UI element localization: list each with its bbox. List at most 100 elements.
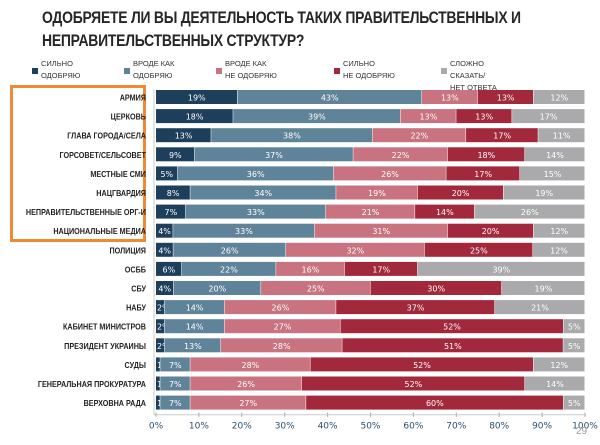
data-label: 19% bbox=[368, 189, 386, 198]
bar-segment bbox=[286, 242, 425, 257]
bar-segment bbox=[325, 204, 415, 219]
bar-segment bbox=[533, 357, 585, 372]
data-label: 37% bbox=[265, 151, 283, 160]
data-label: 14% bbox=[186, 323, 204, 332]
bar-segment bbox=[474, 204, 585, 219]
x-tick-label: 50% bbox=[360, 422, 380, 432]
data-label: 7% bbox=[169, 361, 182, 370]
category-label: ПРЕЗИДЕНТ УКРАИНЫ bbox=[64, 341, 146, 351]
bar-segment bbox=[160, 395, 190, 410]
data-label: 31% bbox=[372, 227, 390, 236]
bar-segment bbox=[447, 223, 534, 238]
bar-segment bbox=[156, 242, 173, 257]
data-label: 4% bbox=[158, 285, 171, 294]
bar-segment bbox=[185, 204, 326, 219]
data-label: 16% bbox=[302, 265, 320, 274]
bar-segment bbox=[524, 147, 585, 162]
legend-swatch bbox=[32, 68, 38, 74]
x-tick-label: 70% bbox=[446, 422, 466, 432]
bar-segment bbox=[336, 185, 418, 200]
x-tick-label: 80% bbox=[489, 422, 509, 432]
bar-segment bbox=[533, 223, 585, 238]
bar-segment bbox=[160, 376, 190, 391]
data-label: 11% bbox=[553, 132, 571, 141]
data-label: 2% bbox=[157, 323, 170, 332]
data-label: 52% bbox=[405, 380, 423, 389]
bar-segment bbox=[156, 147, 195, 162]
data-label: 20% bbox=[482, 227, 500, 236]
data-label: 39% bbox=[308, 113, 326, 122]
data-label: 4% bbox=[158, 246, 171, 255]
category-label: АРМИЯ bbox=[120, 93, 147, 103]
bar-segment bbox=[224, 300, 336, 315]
category-label: ГЕНЕРАЛЬНАЯ ПРОКУРАТУРА bbox=[38, 379, 146, 389]
data-label: 14% bbox=[546, 380, 564, 389]
bar-segment bbox=[211, 128, 373, 143]
bar-segment bbox=[372, 128, 466, 143]
legend-swatch bbox=[334, 68, 340, 74]
bar-segment bbox=[261, 281, 370, 295]
data-label: 25% bbox=[307, 285, 325, 294]
data-label: 7% bbox=[165, 208, 178, 217]
legend-swatch bbox=[216, 68, 222, 74]
legend-swatch bbox=[124, 68, 130, 74]
data-label: 5% bbox=[568, 342, 581, 351]
data-label: 32% bbox=[346, 246, 364, 255]
bar-segment bbox=[194, 147, 353, 162]
bar-segment bbox=[156, 376, 160, 391]
bar-segment bbox=[156, 90, 238, 104]
data-label: 8% bbox=[167, 189, 180, 198]
legend-item: СЛОЖНО СКАЗАТЬ/НЕТ ОТВЕТА bbox=[441, 58, 520, 94]
legend-item: ВРОДЕ КАК ОДОБРЯЮ bbox=[124, 58, 203, 82]
bar-segment bbox=[177, 166, 334, 181]
data-label: 13% bbox=[441, 94, 459, 103]
bar-segment bbox=[353, 147, 448, 162]
legend-label: ОДОБРЯЮ bbox=[133, 71, 173, 80]
bar-segment bbox=[417, 185, 503, 200]
data-label: 2% bbox=[157, 304, 170, 313]
category-label: ОСББ bbox=[125, 265, 146, 275]
data-label: 21% bbox=[531, 304, 549, 313]
x-tick-label: 40% bbox=[318, 422, 338, 432]
bar-segment bbox=[512, 109, 585, 124]
bar-segment bbox=[446, 166, 520, 181]
bar-segment bbox=[221, 338, 342, 353]
data-label: 22% bbox=[220, 265, 238, 274]
data-label: 22% bbox=[392, 151, 410, 160]
data-label: 28% bbox=[241, 361, 259, 370]
data-label: 6% bbox=[163, 265, 176, 274]
category-label: ВЕРХОВНА РАДА bbox=[84, 399, 147, 409]
bar-segment bbox=[156, 395, 160, 410]
legend-item: ВРОДЕ КАК НЕ ОДОБРЯЮ bbox=[216, 58, 295, 82]
data-label: 33% bbox=[247, 208, 265, 217]
bar-segment bbox=[456, 109, 512, 124]
category-label: ЦЕРКОВЬ bbox=[111, 112, 147, 122]
bar-segment bbox=[156, 338, 165, 353]
bar-segment bbox=[276, 261, 345, 276]
bar-segment bbox=[342, 338, 563, 353]
bar-segment bbox=[424, 242, 533, 257]
category-label: ГЛАВА ГОРОДА/СЕЛА bbox=[67, 131, 146, 141]
data-label: 19% bbox=[535, 189, 553, 198]
data-label: 38% bbox=[283, 132, 301, 141]
data-label: 14% bbox=[436, 208, 454, 217]
bar-segment bbox=[181, 261, 276, 276]
bar-segment bbox=[233, 109, 401, 124]
data-label: 39% bbox=[492, 265, 510, 274]
bar-segment bbox=[533, 242, 585, 257]
data-label: 13% bbox=[184, 342, 202, 351]
data-label: 13% bbox=[175, 132, 193, 141]
x-tick-label: 60% bbox=[403, 422, 423, 432]
legend-swatch bbox=[441, 68, 447, 74]
category-label: СБУ bbox=[131, 284, 146, 294]
data-label: 22% bbox=[410, 132, 428, 141]
data-label: 4% bbox=[158, 227, 171, 236]
bar-segment bbox=[340, 319, 564, 334]
data-label: 60% bbox=[426, 399, 444, 408]
bar-segment bbox=[301, 376, 525, 391]
bar-segment bbox=[156, 204, 186, 219]
data-label: 26% bbox=[221, 246, 239, 255]
category-label: НАБУ bbox=[126, 303, 146, 313]
